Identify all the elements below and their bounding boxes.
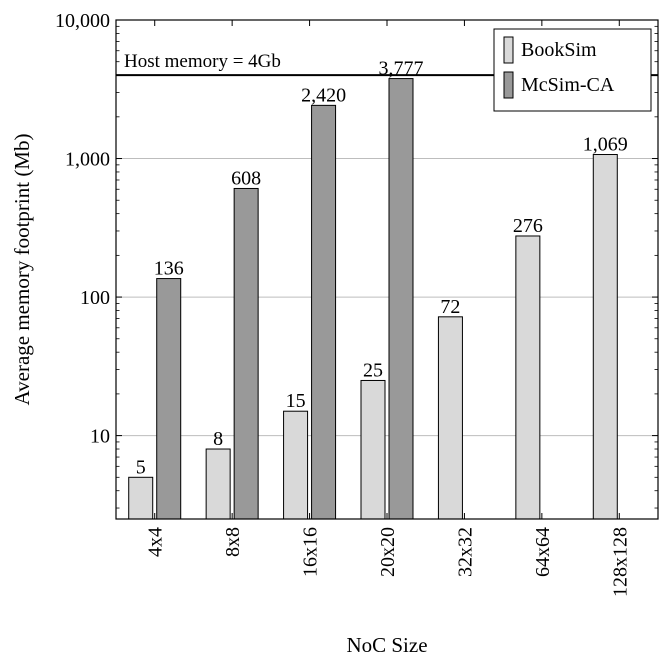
legend: BookSim McSim-CA bbox=[494, 29, 651, 111]
y-axis-title: Average memory footprint (Mb) bbox=[10, 134, 34, 406]
bar-booksim-64x64 bbox=[516, 236, 540, 519]
x-axis-title: NoC Size bbox=[346, 633, 427, 657]
bar-mcsim-ca-8x8 bbox=[234, 188, 258, 519]
data-label: 72 bbox=[440, 296, 460, 318]
x-tick-label: 32x32 bbox=[454, 527, 476, 577]
data-label: 25 bbox=[363, 359, 383, 381]
y-tick-label: 10 bbox=[90, 426, 110, 448]
x-tick-label: 8x8 bbox=[222, 527, 244, 557]
legend-label-mcsim-ca: McSim-CA bbox=[521, 74, 615, 96]
legend-swatch-mcsim-ca bbox=[504, 72, 513, 98]
bar-booksim-8x8 bbox=[206, 449, 230, 519]
x-tick-label: 4x4 bbox=[145, 527, 167, 557]
bar-booksim-16x16 bbox=[284, 411, 308, 519]
x-tick-label: 20x20 bbox=[377, 527, 399, 577]
x-tick-label: 64x64 bbox=[532, 527, 554, 577]
data-label: 2,420 bbox=[301, 84, 346, 106]
data-label: 5 bbox=[136, 456, 146, 478]
x-tick-label: 16x16 bbox=[300, 527, 322, 577]
bar-booksim-32x32 bbox=[438, 317, 462, 519]
data-label: 3,777 bbox=[379, 58, 424, 80]
bars bbox=[129, 79, 618, 519]
data-label: 8 bbox=[213, 428, 223, 450]
x-tick-label: 128x128 bbox=[609, 527, 631, 597]
host-memory-label: Host memory = 4Gb bbox=[124, 51, 281, 72]
data-label: 136 bbox=[154, 258, 184, 280]
y-tick-label: 100 bbox=[80, 287, 110, 309]
data-label: 276 bbox=[513, 215, 543, 237]
y-tick-label: 1,000 bbox=[65, 149, 110, 171]
bar-mcsim-ca-4x4 bbox=[157, 279, 181, 519]
bar-mcsim-ca-20x20 bbox=[389, 79, 413, 519]
bar-booksim-128x128 bbox=[593, 155, 617, 519]
bar-booksim-20x20 bbox=[361, 380, 385, 519]
legend-label-booksim: BookSim bbox=[521, 39, 597, 61]
bar-booksim-4x4 bbox=[129, 477, 153, 519]
bar-mcsim-ca-16x16 bbox=[312, 105, 336, 519]
data-label: 1,069 bbox=[583, 134, 628, 156]
data-label: 15 bbox=[286, 390, 306, 412]
legend-swatch-booksim bbox=[504, 37, 513, 63]
y-tick-label: 10,000 bbox=[55, 10, 110, 32]
data-label: 608 bbox=[231, 167, 261, 189]
